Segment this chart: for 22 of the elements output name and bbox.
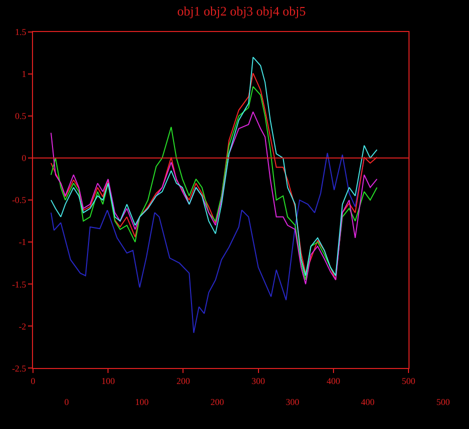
chart-title: obj1 obj2 obj3 obj4 obj5 [177,4,306,19]
y-tick-label: -1.5 [12,279,27,290]
y-tick-label: -0.5 [12,195,27,206]
y-tick-label: -2.5 [12,363,27,374]
x2-tick-label: 300 [286,397,300,407]
x2-tick-label: 200 [210,397,224,407]
x-tick-label: 400 [326,376,341,386]
x2-tick-label: 500 [436,397,450,407]
x-tick-label: 500 [402,376,416,386]
x-tick-label: 100 [101,376,116,386]
x2-tick-label: 100 [135,397,150,407]
x-tick-label: 300 [252,376,266,386]
y-tick-label: 1 [22,69,26,80]
y-tick-label: 1.5 [14,27,27,38]
x2-tick-label: 400 [361,397,376,407]
x-tick-label: 200 [176,376,190,386]
x2-tick-label: 0 [64,397,70,407]
y-tick-label: 0.5 [14,111,27,122]
x-tick-label: 0 [30,376,36,386]
y-tick-label: -1 [18,237,26,248]
y-tick-label: -2 [18,321,26,332]
y-tick-label: 0 [22,153,27,164]
